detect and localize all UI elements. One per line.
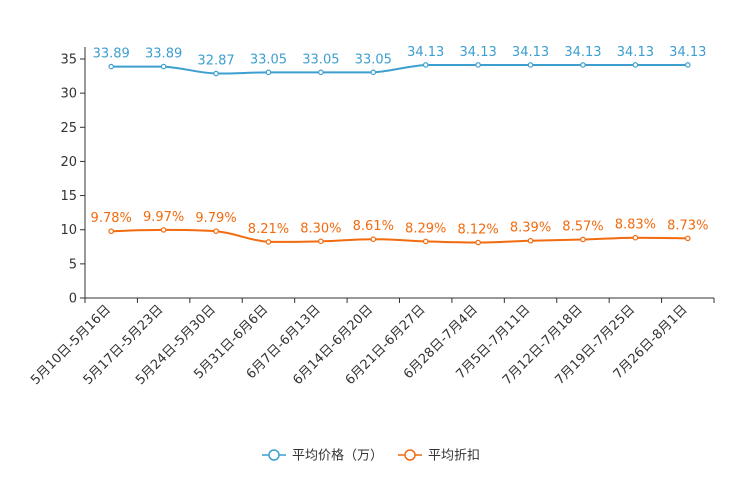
y-tick-label: 10 [60, 223, 77, 238]
data-label: 8.21% [248, 222, 289, 237]
data-point [684, 62, 691, 68]
legend[interactable]: 平均价格（万） 平均折扣 [262, 448, 480, 464]
y-tick-label: 30 [60, 87, 77, 102]
data-label: 34.13 [407, 45, 444, 60]
data-label: 8.39% [510, 221, 551, 236]
data-point [265, 69, 272, 76]
data-label: 33.05 [355, 52, 392, 67]
data-point [318, 69, 324, 76]
series-average-discount: 9.78% 9.97% 9.79% 8.21% 8.30% 8.61% 8.29% 8.12%… [91, 210, 708, 246]
data-label: 8.83% [615, 218, 656, 233]
data-point [475, 62, 481, 68]
legend-marker-icon [268, 449, 280, 461]
series-average-price: 33.89 33.89 32.87 33.05 33.05 33.05 34.13 34.13… [93, 45, 706, 77]
data-label: 8.30% [300, 221, 341, 236]
data-label: 9.79% [195, 211, 236, 226]
data-point [213, 70, 219, 77]
data-label: 33.05 [250, 52, 287, 67]
y-tick-label: 25 [60, 121, 77, 136]
data-label: 33.89 [145, 47, 182, 62]
y-tick-label: 5 [69, 257, 77, 272]
data-point [370, 69, 377, 76]
data-point [632, 62, 639, 68]
data-label: 33.05 [302, 52, 339, 67]
data-label: 34.13 [564, 45, 601, 60]
data-point [108, 228, 115, 235]
data-label: 34.13 [669, 45, 706, 60]
data-point [475, 239, 481, 246]
data-label: 9.97% [143, 210, 184, 225]
y-tick-label: 0 [69, 292, 77, 307]
data-point [160, 63, 167, 70]
y-tick-label: 20 [60, 155, 77, 170]
data-label: 8.29% [405, 221, 446, 236]
data-point [213, 228, 219, 234]
data-point [527, 237, 534, 244]
series-layer: 33.89 33.89 32.87 33.05 33.05 33.05 34.13 34.13… [91, 45, 708, 246]
data-label: 32.87 [197, 54, 234, 69]
data-point [265, 239, 272, 245]
y-tick-label: 15 [60, 189, 77, 204]
data-point [318, 238, 324, 245]
data-point [108, 63, 115, 70]
data-label: 33.89 [93, 47, 130, 62]
legend-label: 平均价格（万） [292, 448, 383, 464]
data-point [684, 235, 691, 242]
data-label: 9.78% [91, 211, 132, 226]
data-label: 34.13 [617, 45, 654, 60]
data-point [370, 236, 377, 243]
legend-label: 平均折扣 [428, 449, 480, 464]
data-point [422, 238, 429, 245]
series-line [111, 228, 688, 244]
data-label: 8.12% [457, 223, 498, 238]
legend-marker-icon [404, 449, 416, 461]
legend-item[interactable]: 平均价格（万） [262, 448, 383, 464]
data-label: 34.13 [460, 45, 497, 60]
data-point [580, 236, 586, 243]
data-label: 8.73% [667, 218, 708, 233]
data-point [632, 234, 639, 241]
data-point [422, 62, 429, 68]
data-point [527, 62, 534, 68]
data-point [580, 62, 586, 68]
data-label: 8.61% [353, 219, 394, 234]
y-tick-label: 35 [60, 53, 77, 68]
legend-item[interactable]: 平均折扣 [398, 449, 480, 464]
data-point [160, 227, 167, 233]
data-label: 8.57% [562, 219, 603, 234]
data-label: 34.13 [512, 45, 549, 60]
series-line [111, 63, 688, 75]
